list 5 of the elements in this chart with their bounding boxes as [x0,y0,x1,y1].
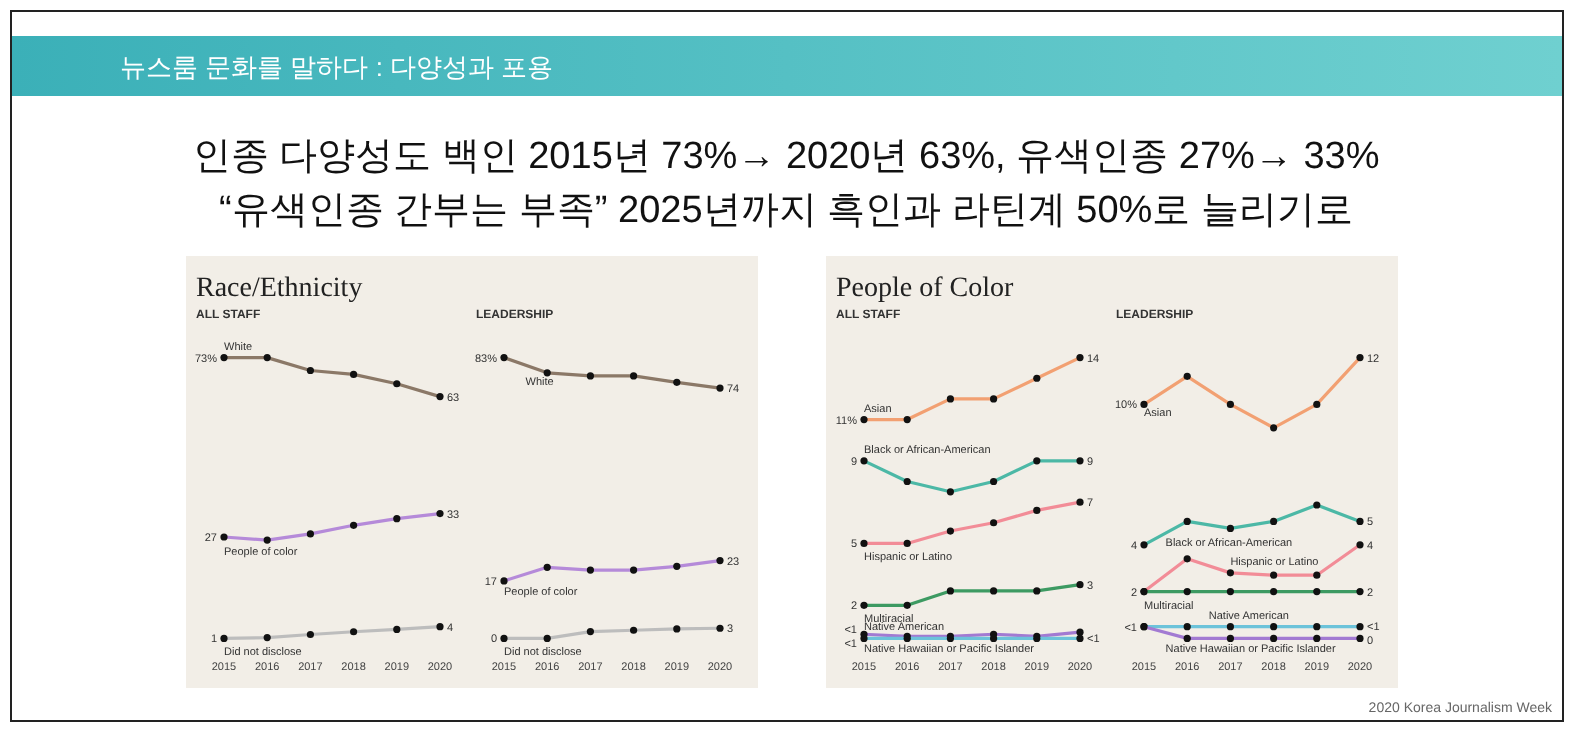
chart-title: Race/Ethnicity [196,274,363,304]
chart-title: People of Color [836,274,1014,304]
text: 뉴스룸 문화를 말하다 : 다양성과 포용 [120,52,554,82]
text: “유색인종 간부는 부족” 2025년까지 흑인과 라틴계 50%로 늘리기로 [219,190,1353,232]
text: 인종 다양성도 백인 2015년 73%→ 2020년 63%, 유색인종 27%→ 33% [192,136,1380,178]
